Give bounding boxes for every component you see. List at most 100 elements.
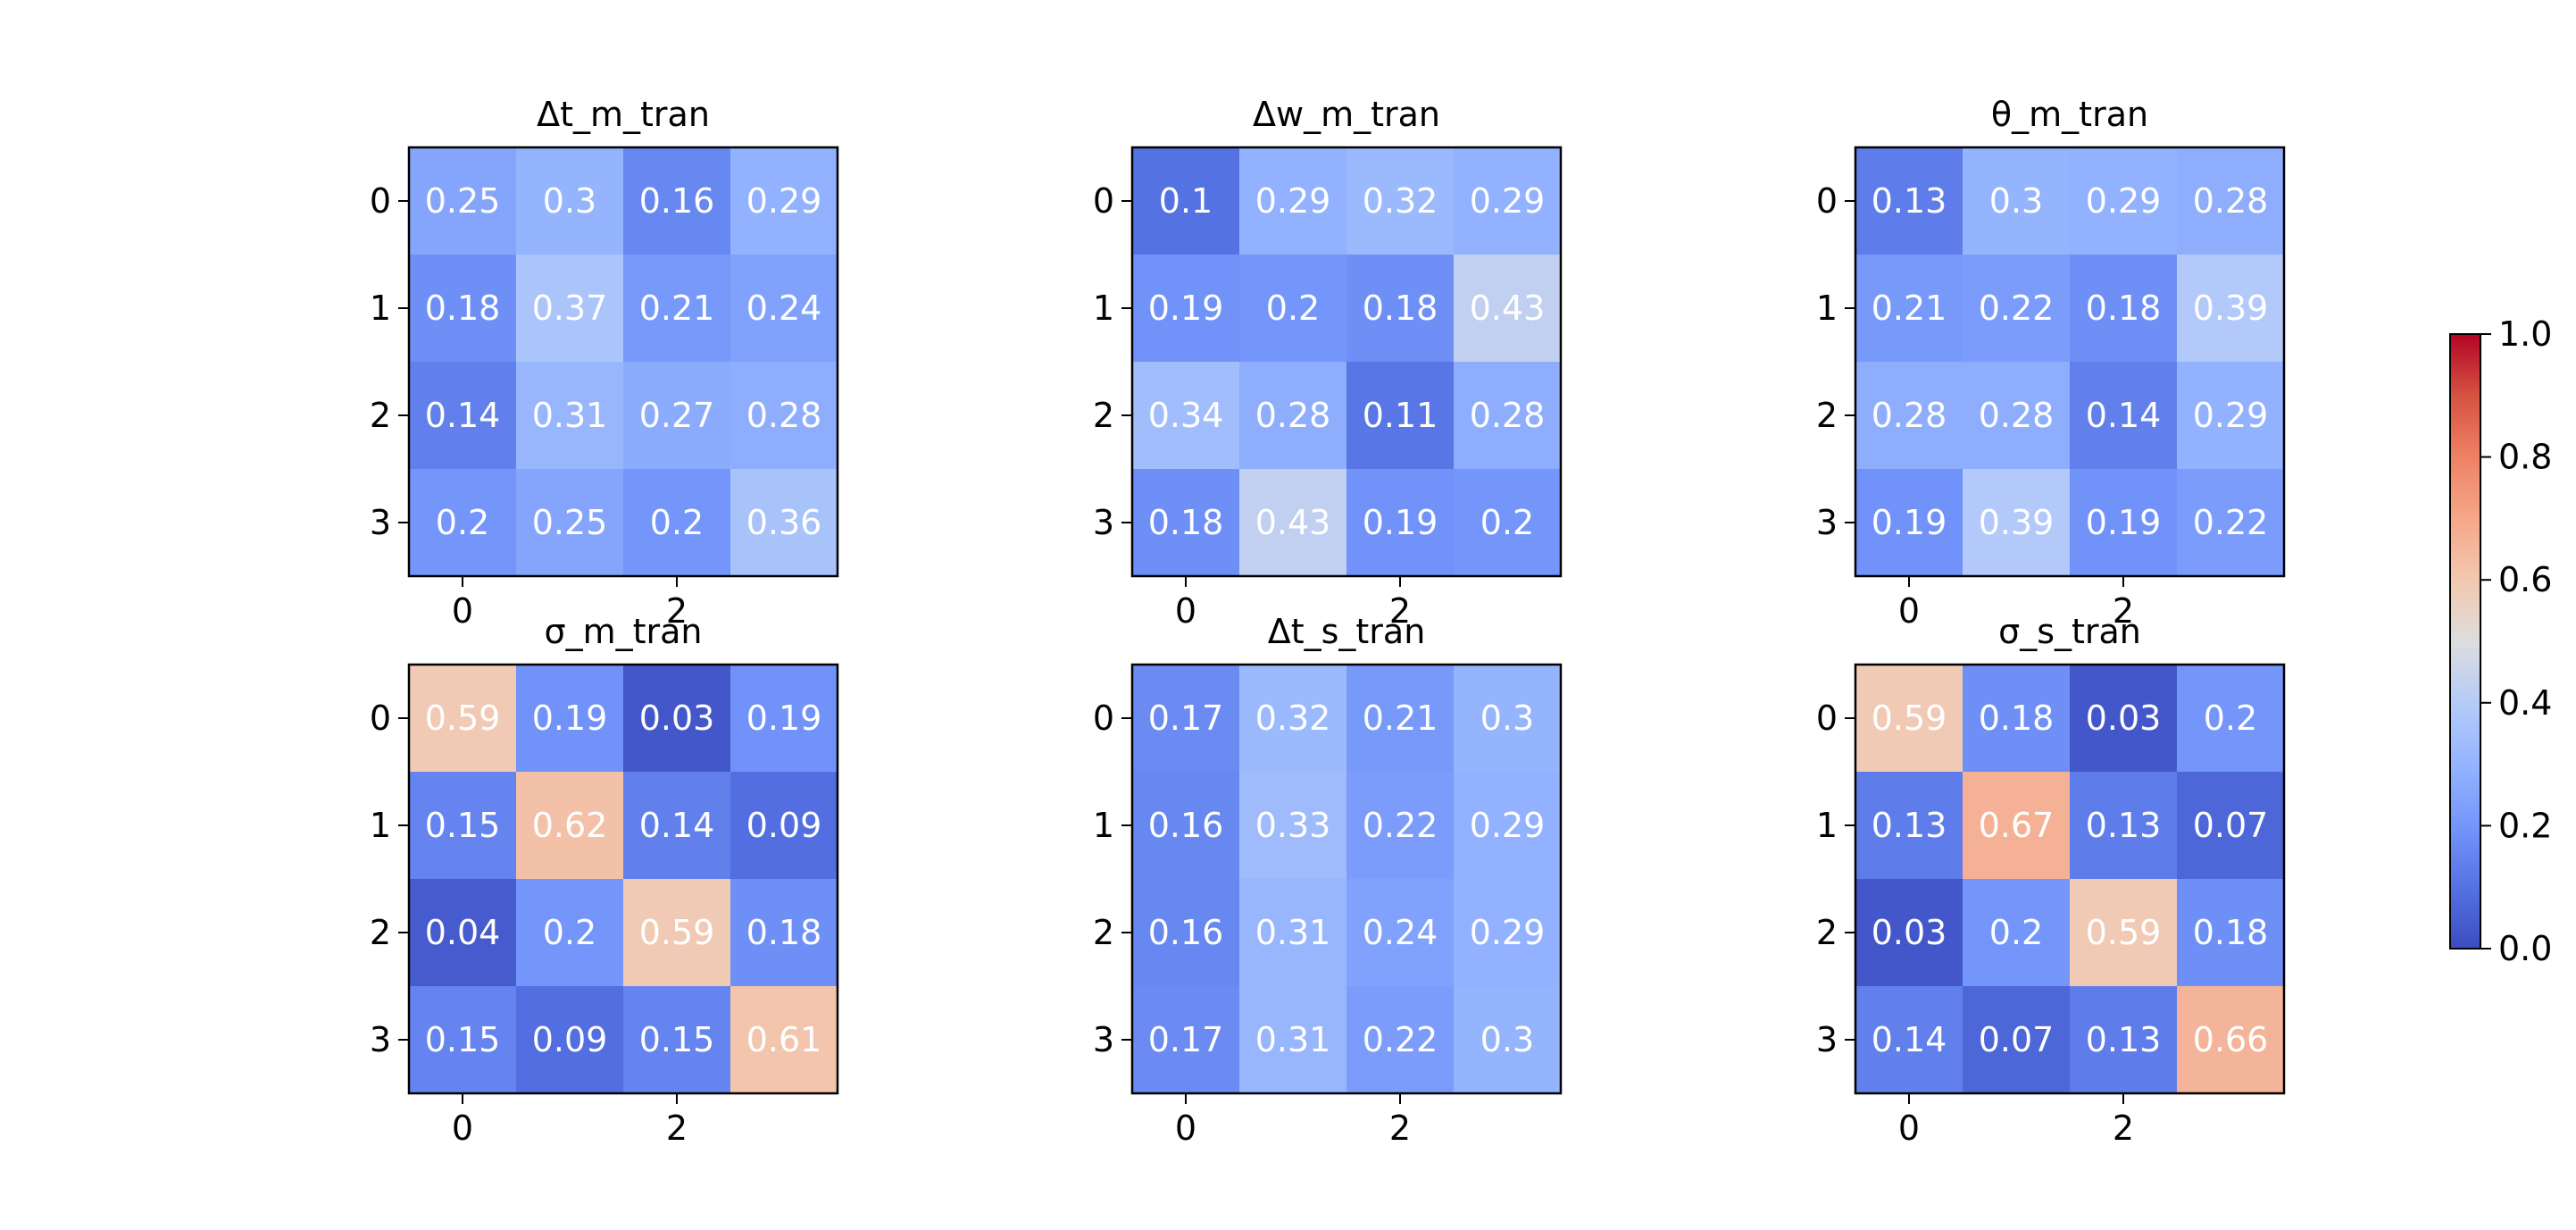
colorbar-tick-label: 0.6 [2498,560,2552,599]
heatmap-cell [623,772,731,880]
cell-value-label: 0.16 [1148,806,1224,845]
cell-value-label: 0.1 [1159,181,1213,221]
heatmap-cell [1239,879,1347,987]
cell-value-label: 0.18 [746,913,822,952]
y-tick-label: 1 [1816,806,1838,845]
y-tick-label: 3 [1093,1020,1114,1059]
y-tick-label: 0 [370,699,391,738]
x-tick-label: 2 [666,1109,688,1148]
heatmap-cell [516,879,624,987]
y-tick-label: 3 [370,1020,391,1059]
heatmap-cell [409,362,517,470]
cell-value-label: 0.09 [746,806,822,845]
heatmap-cell [1855,147,1963,255]
cell-value-label: 0.29 [746,181,822,221]
cell-value-label: 0.18 [1148,503,1224,542]
cell-value-label: 0.13 [1872,181,1947,221]
cell-value-label: 0.18 [425,289,501,328]
heatmap-cell [2070,665,2178,773]
y-tick-label: 2 [370,396,391,435]
heatmap-cell [409,147,517,255]
x-tick-label: 0 [1898,1109,1920,1148]
heatmap-cell [623,255,731,363]
y-tick-label: 1 [370,289,391,328]
cell-value-label: 0.31 [1255,1020,1331,1059]
y-tick-label: 3 [1093,503,1114,542]
plot-frame [1854,146,2286,578]
cell-value-label: 0.19 [532,699,608,738]
heatmap-panel: 0.59 0.19 0.03 0.19 0.15 0.62 0.14 0.09 0.04 0.2 0… [370,612,839,1148]
y-tick-label: 1 [1093,806,1114,845]
cell-value-label: 0.19 [1872,503,1947,542]
heatmap-cell [2177,772,2285,880]
panel-title: σ_m_tran [545,612,703,651]
y-tick-label: 1 [1816,289,1838,328]
cell-value-label: 0.24 [746,289,822,328]
x-tick-label: 2 [1389,1109,1411,1148]
cell-value-label: 0.18 [1363,289,1438,328]
heatmap-cell [1855,255,1963,363]
x-tick-label: 0 [1175,591,1196,631]
heatmap-cell [730,986,838,1094]
cell-value-label: 0.17 [1148,699,1224,738]
heatmap-cell [516,147,624,255]
heatmap-cell [409,879,517,987]
heatmap-cell [1454,772,1562,880]
colorbar: 0.0 0.2 0.4 0.6 0.8 1.0 [2449,314,2552,968]
cell-value-label: 0.07 [1979,1020,2055,1059]
heatmap-cell [1132,255,1240,363]
cell-value-label: 0.18 [1979,699,2055,738]
y-tick-label: 3 [1816,1020,1838,1059]
cell-value-label: 0.29 [2086,181,2162,221]
cell-value-label: 0.3 [1989,181,2043,221]
heatmap-cell [1239,147,1347,255]
cell-value-label: 0.59 [639,913,715,952]
heatmap-cell [730,147,838,255]
heatmap-cell [409,665,517,773]
y-tick-label: 0 [1093,181,1114,221]
cell-value-label: 0.15 [425,1020,501,1059]
heatmap-cell [1855,986,1963,1094]
heatmap-cell [1454,986,1562,1094]
plot-frame [1130,663,1563,1095]
plot-frame [1130,146,1563,578]
cell-value-label: 0.28 [1470,396,1546,435]
cell-value-label: 0.19 [1148,289,1224,328]
panel-title: θ_m_tran [1991,95,2148,134]
panel-title: σ_s_tran [1998,612,2141,651]
cell-value-label: 0.3 [543,181,596,221]
cell-value-label: 0.3 [1480,699,1534,738]
cell-value-label: 0.59 [425,699,501,738]
cell-value-label: 0.3 [1480,1020,1534,1059]
cell-value-label: 0.21 [1872,289,1947,328]
plot-frame [407,663,839,1095]
cell-value-label: 0.28 [746,396,822,435]
cell-value-label: 0.19 [1363,503,1438,542]
colorbar-frame [2449,333,2481,950]
cell-value-label: 0.62 [532,806,608,845]
y-tick-label: 3 [1816,503,1838,542]
heatmap-cell [1454,362,1562,470]
cell-value-label: 0.2 [1989,913,2043,952]
heatmap-cell [2070,879,2178,987]
cell-value-label: 0.43 [1470,289,1546,328]
y-tick-label: 2 [1093,396,1114,435]
heatmap-panels: 0.25 0.3 0.16 0.290.18 0.37 0.21 0.240.14 0.31 0… [370,95,2286,1148]
y-tick-label: 1 [370,806,391,845]
cell-value-label: 0.22 [1363,806,1438,845]
cell-value-label: 0.28 [2193,181,2269,221]
cell-value-label: 0.31 [532,396,608,435]
cell-value-label: 0.33 [1255,806,1331,845]
cell-value-label: 0.03 [639,699,715,738]
heatmap-cell [1855,665,1963,773]
x-tick-label: 2 [666,591,688,631]
heatmap-cell [1963,665,2071,773]
heatmap-cell [409,772,517,880]
heatmap-cell [1963,362,2071,470]
heatmap-panel: 0.59 0.18 0.03 0.2 0.13 0.67 0.13 0.07 0.03 0.2 0.… [1816,612,2286,1148]
heatmap-cell [1855,362,1963,470]
heatmap-cell [516,255,624,363]
heatmap-panel: 0.1 0.29 0.32 0.29 0.19 0.2 0.18 0.43 0.34 0.28 0.… [1093,95,1563,631]
heatmap-cell [1454,469,1562,577]
